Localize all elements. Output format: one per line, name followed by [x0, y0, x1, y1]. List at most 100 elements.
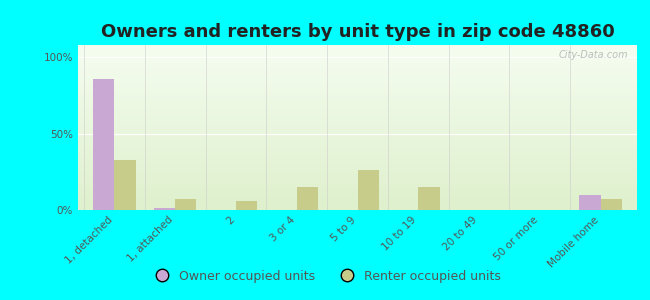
Bar [93, 79, 114, 210]
Bar [78, 73, 637, 75]
Bar [78, 85, 637, 86]
Bar [78, 164, 637, 165]
Bar [78, 118, 637, 119]
Bar [78, 187, 637, 188]
Bar [78, 180, 637, 182]
Bar [78, 93, 637, 94]
Bar [78, 63, 637, 65]
Bar [78, 177, 637, 178]
Bar [78, 188, 637, 190]
Bar [78, 197, 637, 199]
Bar [78, 147, 637, 149]
Bar [78, 111, 637, 112]
Bar [78, 178, 637, 180]
Bar [78, 89, 637, 91]
Bar [78, 114, 637, 116]
Bar [78, 81, 637, 83]
Bar [78, 149, 637, 151]
Bar [78, 195, 637, 197]
Bar [236, 201, 257, 210]
Bar [78, 203, 637, 205]
Bar [78, 202, 637, 203]
Bar [78, 136, 637, 137]
Bar [78, 70, 637, 71]
Bar [78, 146, 637, 147]
Bar [78, 108, 637, 109]
Bar [78, 207, 637, 208]
Bar [601, 199, 622, 210]
Bar [78, 144, 637, 146]
Bar [78, 83, 637, 85]
Bar [78, 80, 637, 81]
Bar [78, 68, 637, 70]
Bar [78, 128, 637, 129]
Bar [78, 132, 637, 134]
Bar [78, 75, 637, 76]
Bar [78, 139, 637, 141]
Bar [78, 122, 637, 124]
Bar [78, 103, 637, 104]
Bar [78, 53, 637, 55]
Bar [78, 157, 637, 159]
Bar [78, 152, 637, 154]
Bar [78, 167, 637, 169]
Bar [78, 60, 637, 61]
Bar [78, 126, 637, 128]
Text: City-Data.com: City-Data.com [559, 50, 629, 60]
Bar [78, 162, 637, 164]
Bar [78, 78, 637, 80]
Bar [78, 174, 637, 175]
Bar [78, 160, 637, 162]
Bar [78, 169, 637, 170]
Bar [78, 129, 637, 131]
Bar [78, 50, 637, 52]
Bar [78, 205, 637, 207]
Bar [78, 104, 637, 106]
Bar [78, 190, 637, 192]
Bar [78, 94, 637, 96]
Bar [78, 172, 637, 174]
Bar [78, 142, 637, 144]
Bar [78, 199, 637, 200]
Bar [78, 61, 637, 63]
Legend: Owner occupied units, Renter occupied units: Owner occupied units, Renter occupied un… [144, 265, 506, 288]
Bar [78, 91, 637, 93]
Bar [78, 121, 637, 122]
Bar [78, 99, 637, 101]
Bar [78, 165, 637, 167]
Bar [78, 141, 637, 142]
Title: Owners and renters by unit type in zip code 48860: Owners and renters by unit type in zip c… [101, 23, 614, 41]
Bar [78, 52, 637, 53]
Bar [78, 124, 637, 126]
Bar [78, 131, 637, 132]
Bar [78, 106, 637, 108]
Bar [358, 170, 379, 210]
Bar [579, 195, 601, 210]
Bar [78, 134, 637, 136]
Bar [78, 194, 637, 195]
Bar [78, 112, 637, 114]
Bar [78, 45, 637, 46]
Bar [78, 170, 637, 172]
Bar [78, 48, 637, 50]
Bar [78, 175, 637, 177]
Bar [78, 184, 637, 185]
Bar [297, 187, 318, 210]
Bar [154, 208, 176, 210]
Bar [78, 101, 637, 103]
Bar [78, 56, 637, 58]
Bar [78, 86, 637, 88]
Bar [114, 160, 136, 210]
Bar [78, 58, 637, 60]
Bar [418, 187, 439, 210]
Bar [78, 65, 637, 66]
Bar [78, 154, 637, 155]
Bar [78, 46, 637, 48]
Bar [78, 88, 637, 89]
Bar [78, 109, 637, 111]
Bar [78, 66, 637, 68]
Bar [78, 185, 637, 187]
Bar [78, 200, 637, 202]
Bar [78, 116, 637, 118]
Bar [78, 155, 637, 157]
